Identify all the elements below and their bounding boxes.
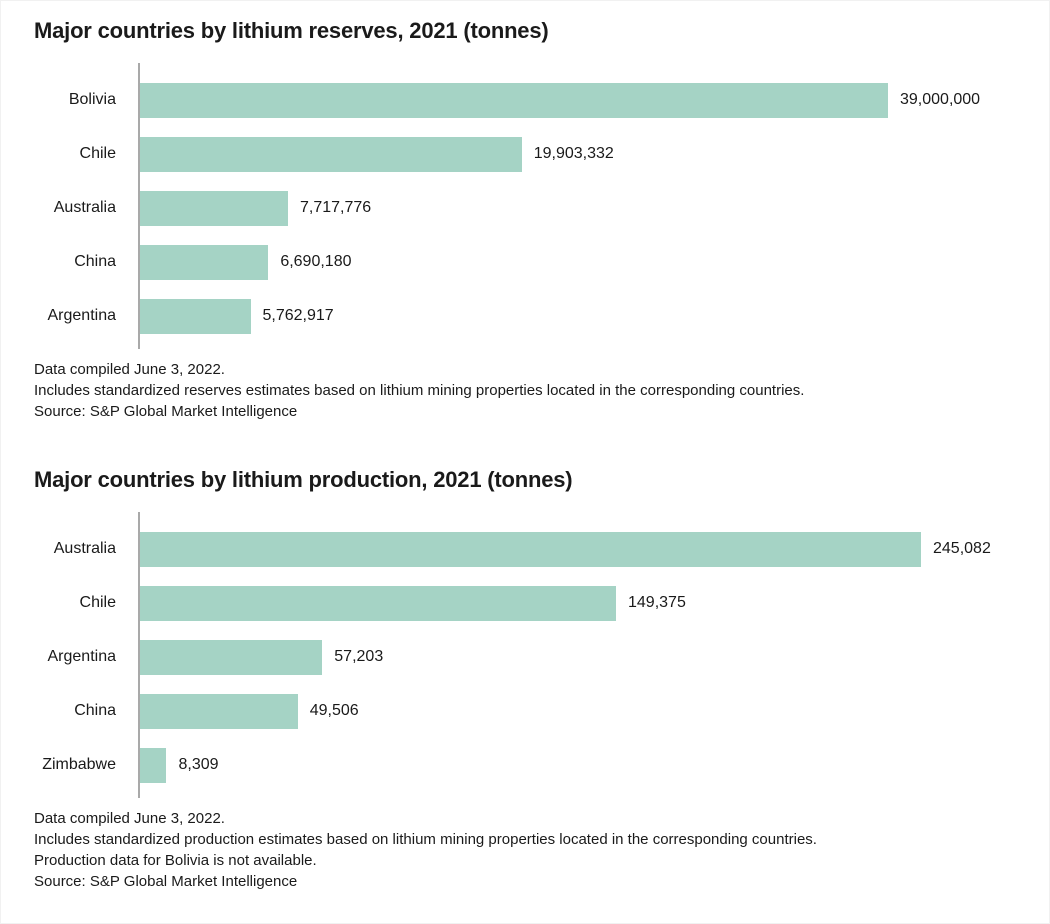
bar-value-label: 39,000,000 (900, 91, 981, 108)
bar-value-label: 245,082 (933, 540, 991, 557)
footnote-line: Source: S&P Global Market Intelligence (34, 403, 298, 420)
footnote-line: Data compiled June 3, 2022. (34, 361, 225, 378)
bar-row: Zimbabwe 8,309 (34, 738, 1021, 792)
bar-track: 149,375 (128, 576, 1021, 630)
bar-value-label: 7,717,776 (300, 199, 372, 216)
bar-track: 5,762,917 (128, 289, 1021, 343)
bar-row: Australia 245,082 (34, 522, 1021, 576)
bar-track: 8,309 (128, 738, 1021, 792)
bar-row: Argentina 57,203 (34, 630, 1021, 684)
bar-track: 7,717,776 (128, 181, 1021, 235)
category-label: Bolivia (68, 91, 116, 108)
bar-value-label: 57,203 (334, 648, 384, 665)
bar-track: 57,203 (128, 630, 1021, 684)
bar-track: 39,000,000 (128, 73, 1021, 127)
bar-value-label: 8,309 (178, 756, 219, 773)
footnote-line: Source: S&P Global Market Intelligence (34, 873, 298, 890)
reserves-plot: Bolivia 39,000,000 Chile 19,903,332 Australi… (34, 63, 1021, 349)
bar-row: China 6,690,180 (34, 235, 1021, 289)
bar (140, 747, 167, 783)
production-bar-rows: Australia 245,082 Chile 149,375 Argentina 57,… (34, 522, 1021, 792)
category-label: China (74, 702, 116, 719)
bar-row: Bolivia 39,000,000 (34, 73, 1021, 127)
bar-row: China 49,506 (34, 684, 1021, 738)
bar-value-label: 19,903,332 (533, 145, 614, 162)
category-label: Argentina (47, 307, 117, 324)
bar (140, 298, 251, 334)
production-footnotes: Data compiled June 3, 2022. Includes stan… (34, 808, 1021, 892)
bar (140, 693, 298, 729)
bar-value-label: 6,690,180 (280, 253, 352, 270)
bar-row: Argentina 5,762,917 (34, 289, 1021, 343)
reserves-chart: Major countries by lithium reserves, 202… (34, 17, 1021, 422)
bar (140, 244, 269, 280)
category-label: Argentina (47, 648, 117, 665)
y-axis-line (138, 512, 140, 798)
y-axis-line (138, 63, 140, 349)
reserves-chart-title: Major countries by lithium reserves, 202… (34, 18, 549, 43)
category-label: Chile (79, 145, 116, 162)
category-label: Australia (53, 540, 116, 557)
bar-row: Australia 7,717,776 (34, 181, 1021, 235)
bar-row: Chile 19,903,332 (34, 127, 1021, 181)
bar (140, 639, 323, 675)
bar (140, 190, 289, 226)
bar-track: 49,506 (128, 684, 1021, 738)
bar (140, 82, 888, 118)
bar (140, 531, 921, 567)
bar-track: 19,903,332 (128, 127, 1021, 181)
reserves-footnotes: Data compiled June 3, 2022. Includes stan… (34, 359, 1021, 422)
footnote-line: Data compiled June 3, 2022. (34, 810, 225, 827)
bar-row: Chile 149,375 (34, 576, 1021, 630)
footnote-line: Includes standardized reserves estimates… (34, 382, 805, 399)
category-label: Chile (79, 594, 116, 611)
category-label: Australia (53, 199, 116, 216)
footnote-line: Production data for Bolivia is not avail… (34, 852, 317, 869)
bar-value-label: 49,506 (309, 702, 359, 719)
production-plot: Australia 245,082 Chile 149,375 Argentina 57,… (34, 512, 1021, 798)
bar (140, 136, 522, 172)
bar (140, 585, 616, 621)
category-label: China (74, 253, 116, 270)
bar-track: 245,082 (128, 522, 1021, 576)
bar-value-label: 149,375 (628, 594, 686, 611)
bar-track: 6,690,180 (128, 235, 1021, 289)
production-chart: Major countries by lithium production, 2… (34, 466, 1021, 892)
footnote-line: Includes standardized production estimat… (34, 831, 817, 848)
category-label: Zimbabwe (42, 756, 116, 773)
reserves-bar-rows: Bolivia 39,000,000 Chile 19,903,332 Australi… (34, 73, 1021, 343)
production-chart-title: Major countries by lithium production, 2… (34, 467, 573, 492)
bar-value-label: 5,762,917 (262, 307, 334, 324)
